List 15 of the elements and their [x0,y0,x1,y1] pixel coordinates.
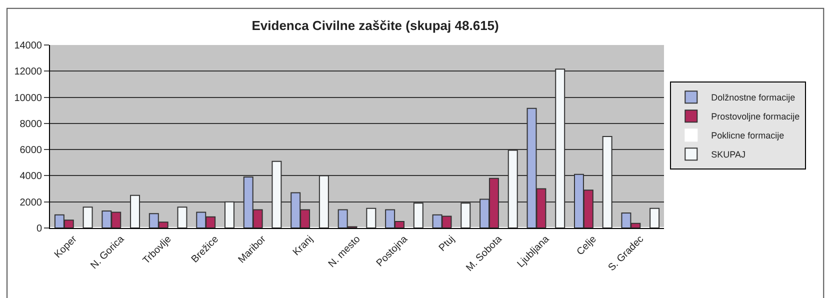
legend-label: Dolžnostne formacije [711,92,796,103]
y-tick-label: 10000 [14,92,42,104]
y-tick-label: 12000 [14,66,42,78]
y-tick-label: 4000 [20,171,42,182]
y-tick-label: 2000 [20,197,42,208]
x-tick-label: Celje [574,234,600,258]
legend-label: Prostovoljne formacije [711,112,800,122]
x-tick-label: Ptuj [437,234,458,254]
y-tick-label: 14000 [14,40,42,52]
chart-title: Evidenca Civilne zaščite (skupaj 48.615) [252,18,499,33]
legend-label: Poklicne formacije [711,130,784,141]
y-tick-label: 8000 [20,118,42,130]
legend-label: SKUPAJ [711,150,746,160]
y-tick-label: 0 [36,224,42,234]
y-tick-label: 6000 [20,145,42,156]
